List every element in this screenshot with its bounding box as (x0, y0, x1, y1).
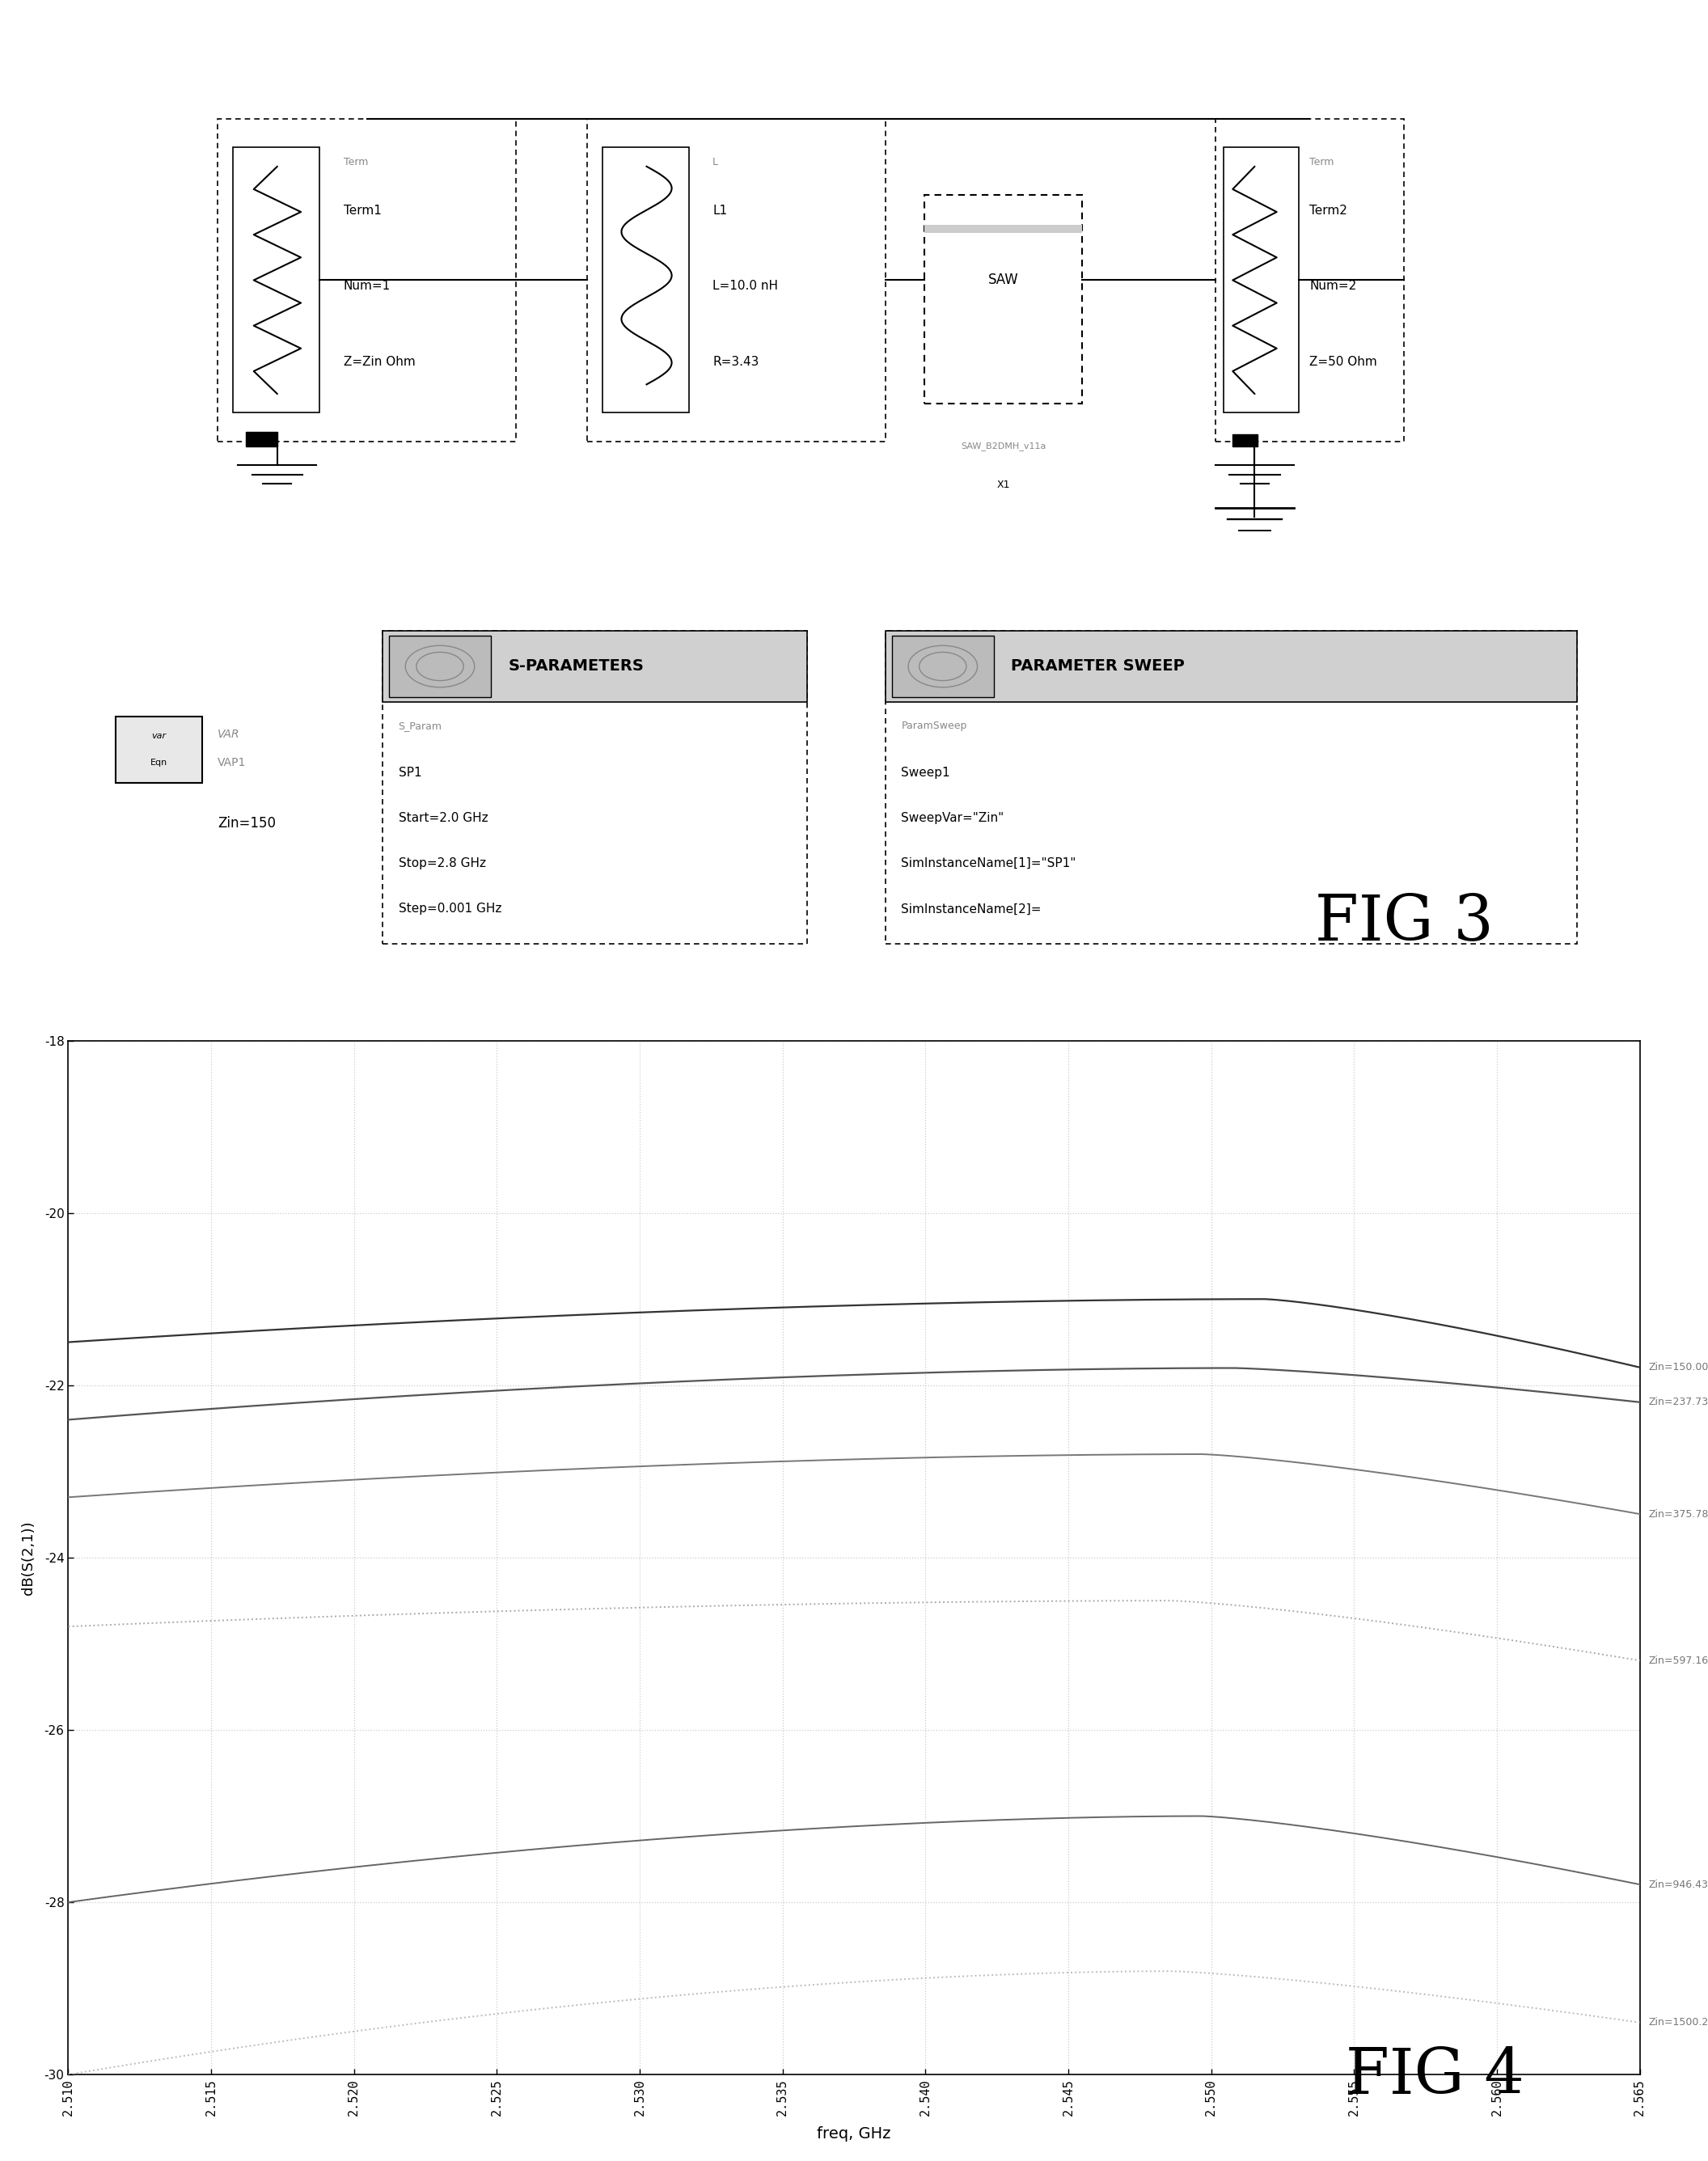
Text: SP1: SP1 (398, 767, 422, 778)
Bar (588, 119, 885, 441)
Y-axis label: dB(S(2,1)): dB(S(2,1)) (20, 1521, 36, 1595)
Text: Stop=2.8 GHz: Stop=2.8 GHz (398, 858, 485, 869)
Text: Term: Term (343, 158, 367, 166)
Text: L=10.0 nH: L=10.0 nH (712, 281, 779, 292)
Bar (892, 635, 994, 698)
Text: Z=50 Ohm: Z=50 Ohm (1310, 357, 1377, 367)
Text: Num=2: Num=2 (1310, 281, 1356, 292)
Bar (1216, 119, 1404, 441)
Text: S-PARAMETERS: S-PARAMETERS (509, 659, 644, 674)
Text: VAP1: VAP1 (217, 756, 246, 769)
Bar (924, 194, 1081, 404)
Text: Zin=597.161: Zin=597.161 (1648, 1655, 1708, 1666)
Bar (383, 631, 806, 944)
Text: Zin=375.783: Zin=375.783 (1648, 1508, 1708, 1519)
Text: SimInstanceName[1]="SP1": SimInstanceName[1]="SP1" (902, 858, 1076, 869)
Text: FIG 3: FIG 3 (1315, 892, 1493, 953)
Text: Zin=237.734: Zin=237.734 (1648, 1396, 1708, 1407)
Text: SAW_B2DMH_v11a: SAW_B2DMH_v11a (960, 441, 1045, 449)
Text: Term2: Term2 (1310, 205, 1348, 216)
Text: Start=2.0 GHz: Start=2.0 GHz (398, 813, 488, 823)
Text: Zin=946.436: Zin=946.436 (1648, 1880, 1708, 1889)
Bar (885, 631, 1576, 944)
Text: Zin=1500.29: Zin=1500.29 (1648, 2016, 1708, 2027)
Text: var: var (152, 733, 166, 739)
Bar (924, 225, 1081, 233)
Bar (246, 432, 277, 445)
Text: L: L (712, 158, 719, 166)
Text: SweepVar="Zin": SweepVar="Zin" (902, 813, 1004, 823)
Text: SAW: SAW (987, 272, 1018, 287)
Bar (217, 119, 516, 441)
Text: Zin=150: Zin=150 (217, 815, 275, 830)
Bar (885, 631, 1576, 702)
Bar (234, 147, 319, 413)
Text: Term1: Term1 (343, 205, 381, 216)
Text: Z=Zin Ohm: Z=Zin Ohm (343, 357, 415, 367)
Bar (1223, 147, 1298, 413)
Bar (383, 631, 806, 702)
Text: Sweep1: Sweep1 (902, 767, 950, 778)
Bar (1233, 434, 1257, 445)
Bar (603, 147, 688, 413)
Text: SimInstanceName[2]=: SimInstanceName[2]= (902, 903, 1042, 914)
Text: S_Param: S_Param (398, 722, 442, 730)
Text: L1: L1 (712, 205, 728, 216)
Bar (389, 635, 490, 698)
Text: Eqn: Eqn (150, 759, 167, 767)
Text: Step=0.001 GHz: Step=0.001 GHz (398, 903, 502, 914)
Text: Term: Term (1310, 158, 1334, 166)
Text: Zin=150.000: Zin=150.000 (1648, 1361, 1708, 1372)
Text: Num=1: Num=1 (343, 281, 391, 292)
Text: X1: X1 (996, 480, 1009, 491)
Bar (116, 715, 202, 782)
Text: FIG 4: FIG 4 (1346, 2046, 1524, 2107)
X-axis label: freq, GHz: freq, GHz (816, 2126, 892, 2142)
Text: VAR: VAR (217, 728, 239, 741)
Text: ParamSweep: ParamSweep (902, 722, 967, 730)
Text: R=3.43: R=3.43 (712, 357, 758, 367)
Text: PARAMETER SWEEP: PARAMETER SWEEP (1011, 659, 1185, 674)
